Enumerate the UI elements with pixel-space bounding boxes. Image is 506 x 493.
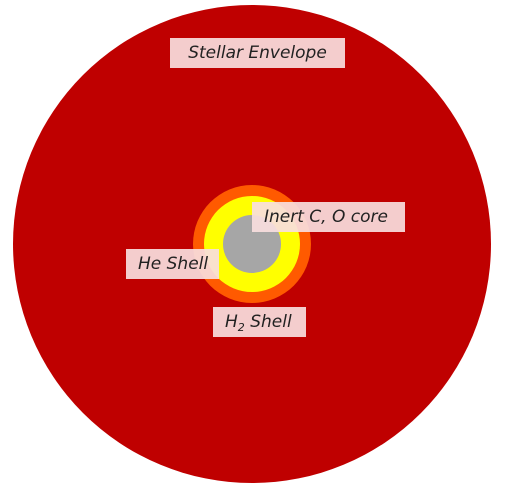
he-shell-label: He Shell bbox=[126, 249, 219, 279]
core-label: Inert C, O core bbox=[252, 202, 405, 232]
envelope-label: Stellar Envelope bbox=[170, 38, 345, 68]
h2-shell-label-main: H bbox=[225, 312, 238, 332]
h2-shell-label-subscript: 2 bbox=[237, 321, 245, 334]
h2-shell-label-tail: Shell bbox=[244, 312, 292, 332]
h2-shell-label: H2 Shell bbox=[213, 307, 306, 337]
